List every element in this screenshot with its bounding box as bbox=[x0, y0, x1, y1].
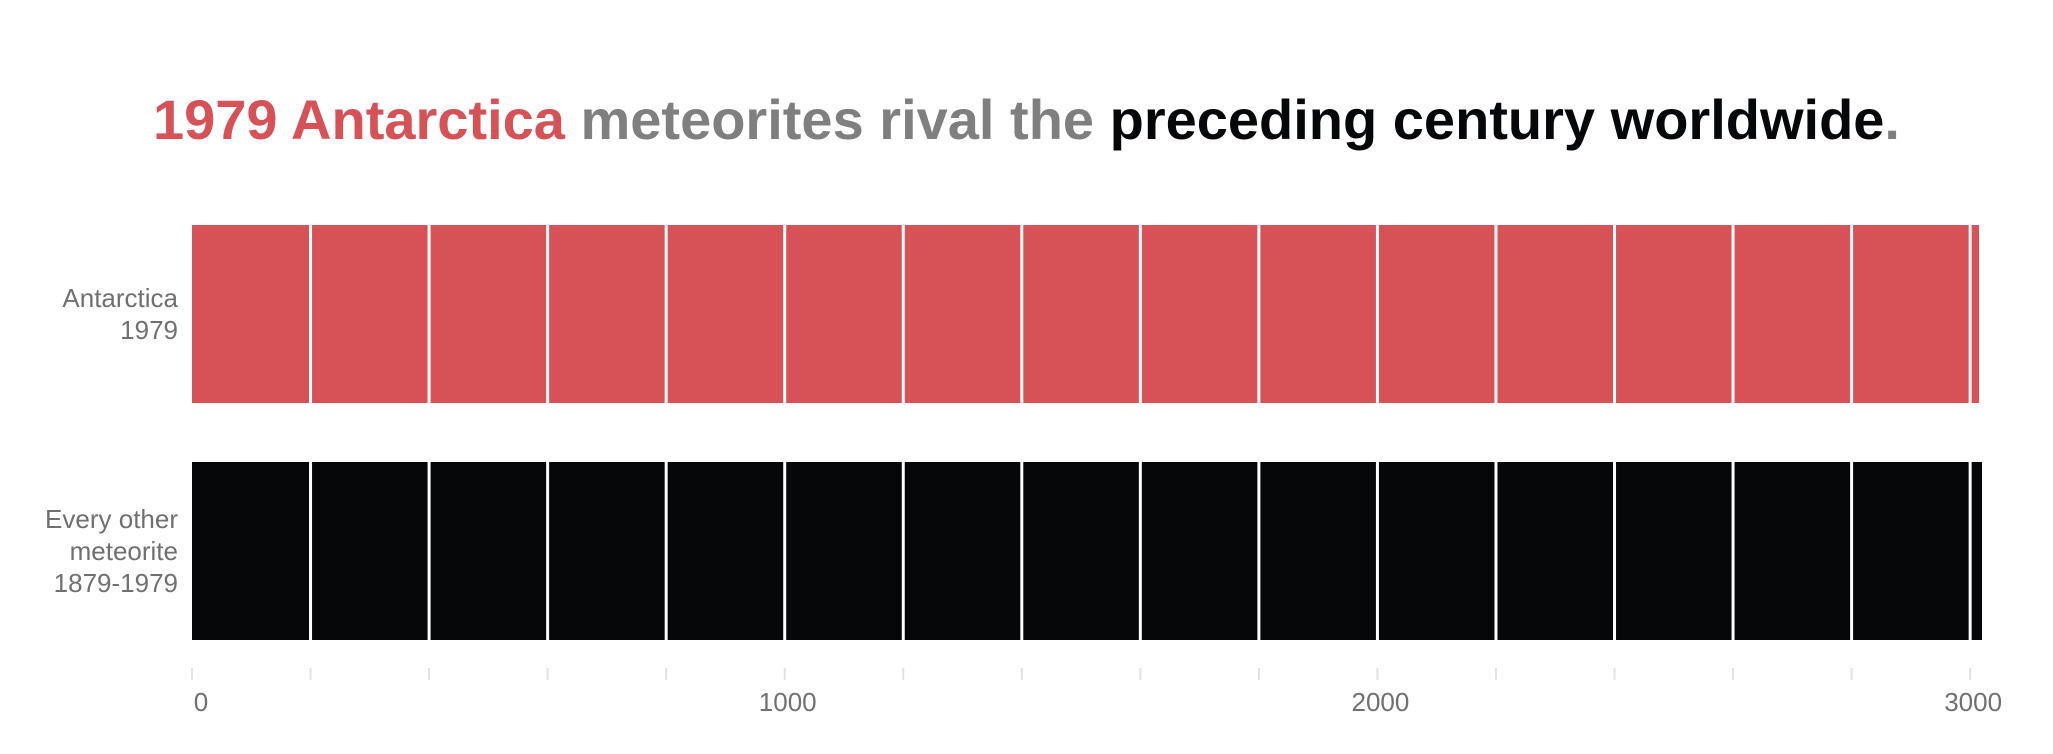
category-label-1: Every other meteorite 1879-1979 bbox=[45, 504, 178, 598]
x-tick-label: 2000 bbox=[1352, 687, 1410, 717]
title-middle: meteorites rival the bbox=[564, 88, 1110, 151]
title-period: . bbox=[1884, 88, 1900, 151]
category-label-line: 1979 bbox=[120, 315, 178, 345]
category-labels: Antarctica 1979 Every other meteorite 1879-1… bbox=[45, 283, 178, 598]
segment-dividers bbox=[309, 225, 1972, 640]
bar-1 bbox=[192, 462, 1982, 640]
chart-title: 1979 Antarctica meteorites rival the pre… bbox=[0, 80, 2053, 160]
category-label-0: Antarctica 1979 bbox=[62, 283, 178, 345]
x-tick-label: 3000 bbox=[1944, 687, 2002, 717]
title-emphasis: preceding century worldwide bbox=[1109, 88, 1885, 151]
category-label-line: Every other bbox=[45, 504, 178, 534]
bars-layer bbox=[192, 225, 1982, 640]
x-axis: 0 1000 2000 3000 bbox=[191, 668, 2002, 717]
category-label-line: 1879-1979 bbox=[54, 568, 178, 598]
bar-0 bbox=[192, 225, 1980, 403]
category-label-line: Antarctica bbox=[62, 283, 178, 313]
category-label-line: meteorite bbox=[70, 536, 178, 566]
x-tick-label: 1000 bbox=[759, 687, 817, 717]
x-tick-label: 0 bbox=[194, 687, 208, 717]
title-highlight: 1979 Antarctica bbox=[153, 88, 565, 151]
